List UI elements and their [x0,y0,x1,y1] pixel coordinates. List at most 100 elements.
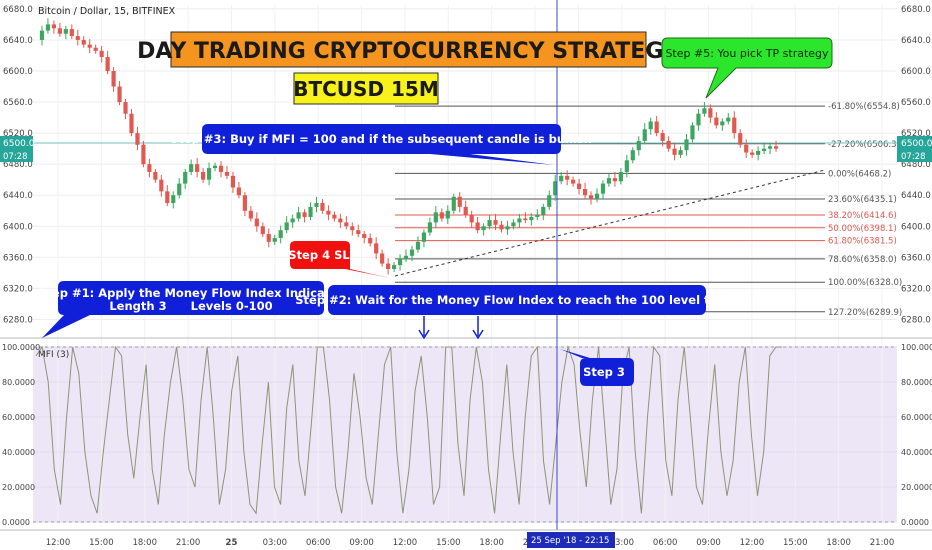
candle-body [290,218,295,223]
time-tick-label: 15:00 [436,538,461,548]
mfi-tick-label-left: 100.0000 [2,343,40,352]
mfi-tick-label: 60.0000 [901,413,932,422]
candle-body [260,226,265,235]
candle-body [481,226,486,231]
fib-level-label: 0.00%(6468.2) [828,169,891,179]
candle-body [386,263,391,269]
time-tick-label: 21:00 [870,538,895,548]
mfi-axis-left[interactable]: 100.0000 80.0000 60.0000 40.0000 20.0000 0.00… [2,343,40,527]
candle-body [439,212,444,219]
candle-body [606,178,612,184]
price-tick-label: 6360.0 [901,253,931,263]
candle-body [135,133,140,145]
candle-body [397,258,403,266]
time-tick-label: 15:00 [89,538,114,548]
candle-body [475,222,480,231]
candle-body [177,183,182,196]
candle-body [457,196,462,207]
mfi-tick-label-left: 80.0000 [2,378,35,387]
candle-body [445,210,450,219]
price-tick-label-left: 6400.0 [3,222,33,232]
candle-body [559,175,564,182]
candle-body [702,108,707,114]
price-tick-label: 6280.0 [901,315,931,325]
candle-body [81,39,86,45]
candle-body [147,164,152,172]
candle-body [672,148,677,155]
mfi-series-line [35,345,782,515]
price-tick-label-left: 6680.0 [3,5,33,15]
candle-body [469,214,474,223]
candle-body [153,171,158,180]
candle-body [374,243,379,254]
step2-callout [328,285,706,315]
candle-body [123,102,128,114]
candle-body [600,183,606,194]
time-tick-label: 15:00 [783,538,808,548]
candle-body [529,216,534,221]
price-tick-label-left: 6280.0 [3,315,33,325]
mfi-tick-label-left: 20.0000 [2,483,35,492]
candle-body [117,86,122,103]
fibonacci-retracement[interactable]: -61.80%(6554.8) -27.20%(6506.3) 0.00%(6468… [395,102,902,318]
countdown-text-left: 07:28 [3,152,28,162]
candle-body [517,218,522,223]
mfi-tick-label: 20.0000 [901,483,932,492]
candle-body [451,196,456,211]
cursor-time-label: 25 Sep '18 - 22:15 [531,536,609,546]
candle-body [535,214,540,217]
candle-body [344,222,349,227]
candle-body [63,29,68,34]
fib-level-label: 23.60%(6435.1) [828,195,897,205]
candle-body [511,222,516,227]
candle-body [75,36,80,40]
title-box [170,31,647,68]
candle-body [356,230,361,235]
fib-trend-line[interactable] [394,169,826,277]
candle-body [576,183,582,190]
time-tick-label: 18:00 [479,538,504,548]
price-tick-label-left: 6440.0 [3,191,33,201]
candle-body [553,181,558,196]
price-tick-label: 6640.0 [901,36,931,46]
step1-text-line2: Length 3 Levels 0-100 [109,299,272,313]
time-tick-label: 12:00 [46,538,71,548]
price-axis-left[interactable]: 6680.0 6640.0 6600.0 6560.0 6520.0 6480.0 6440… [3,5,33,326]
candle-body [541,206,546,215]
candle-body [391,265,397,269]
time-tick-label: 25 [226,538,238,548]
candle-body [690,125,695,140]
candle-body [278,230,283,238]
candle-body [224,171,230,176]
candle-body [51,24,56,29]
price-tick-label: 6480.0 [901,160,931,170]
candle-body [660,133,665,141]
candle-body [571,179,576,184]
candle-body [201,171,206,180]
time-tick-label: 18:00 [826,538,851,548]
candle-body [171,195,176,203]
symbol-label: Bitcoin / Dollar, 15, BITFINEX [38,6,176,17]
candle-body [183,171,188,184]
candle-body [111,71,116,87]
mfi-tick-label: 80.0000 [901,378,932,387]
candle-body [624,160,629,172]
mfi-band-fill [33,347,897,522]
step4-sl-text: Step 4 SL [288,248,350,262]
last-price-badge-left [0,136,33,150]
fib-level-label: 61.80%(6381.5) [828,237,897,247]
candle-body [666,140,671,149]
candle-body [463,206,468,215]
candle-body [654,121,659,134]
price-axis[interactable]: 6680.0 6640.0 6600.0 6560.0 6520.0 6480.0 6440… [901,5,931,326]
candle-body [493,220,498,225]
last-price-text-left: 6500.0 [3,139,35,149]
candle-body [248,210,253,219]
candle-body [744,144,749,153]
candle-body [314,203,319,207]
fib-level-label: 100.00%(6328.0) [828,278,902,288]
mfi-tick-label-left: 0.0000 [2,518,30,527]
mfi-axis[interactable]: 100.0000 80.0000 60.0000 40.0000 20.0000 0.00… [901,343,932,527]
candle-body [732,117,737,134]
